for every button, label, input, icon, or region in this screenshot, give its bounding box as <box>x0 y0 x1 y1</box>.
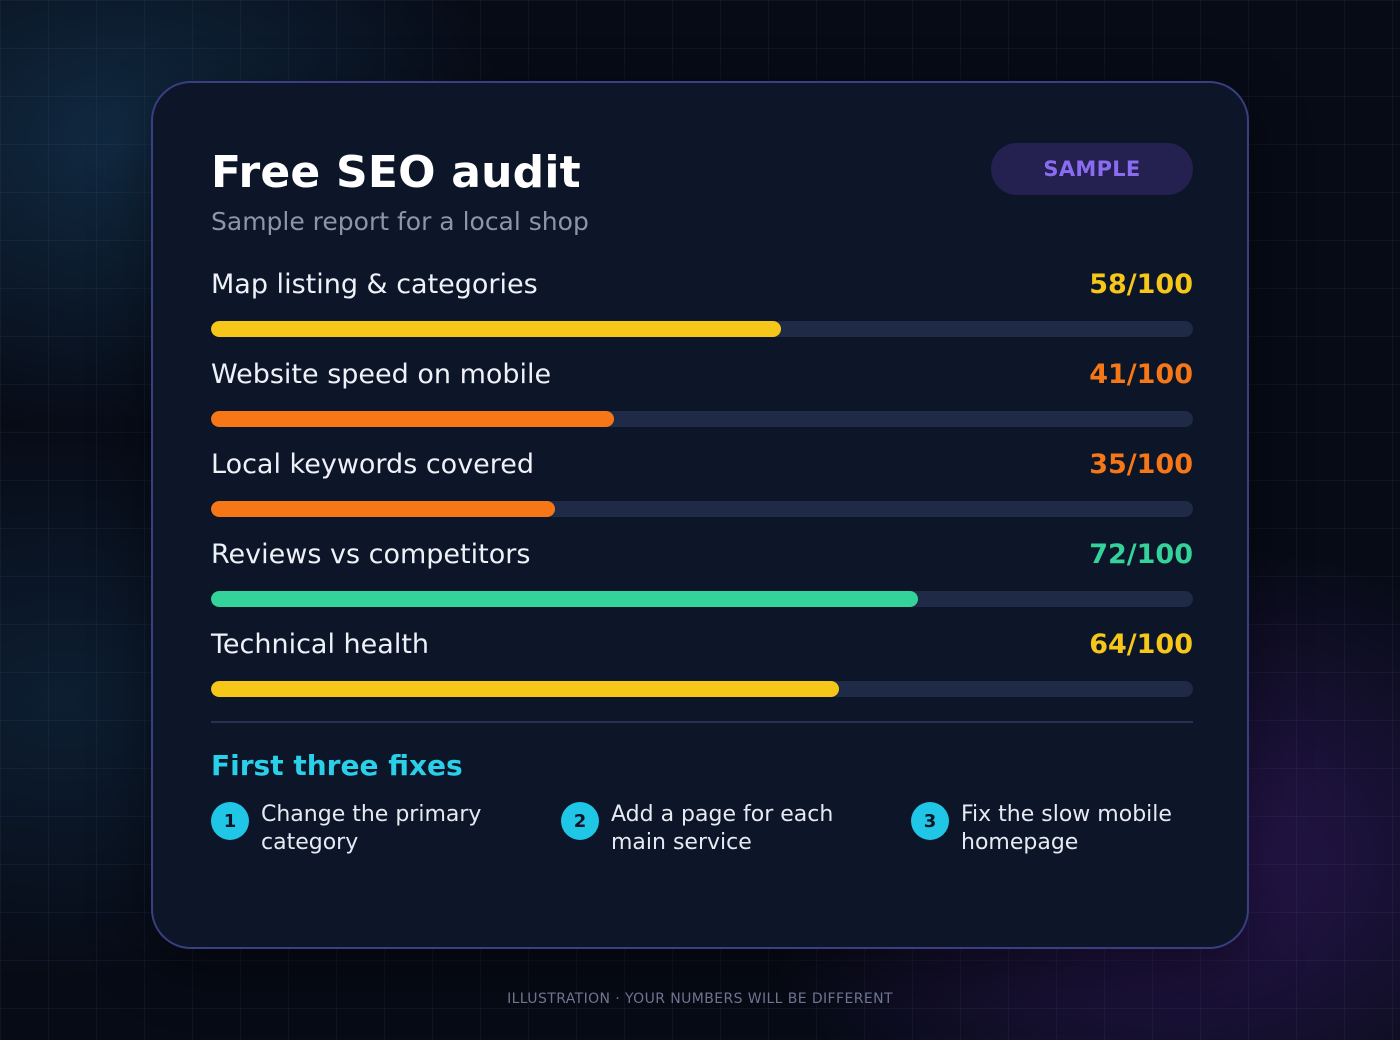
metric-score: 41/100 <box>1089 359 1193 390</box>
metric-label: Reviews vs competitors <box>211 539 531 570</box>
metric-reviews: Reviews vs competitors 72/100 <box>211 539 1193 609</box>
fix-item: 1 Change the primary category <box>211 801 541 871</box>
progress-track <box>211 411 1193 427</box>
fix-item: 2 Add a page for each main service <box>561 801 891 871</box>
fix-text: Change the primary category <box>261 802 482 855</box>
audit-card: Free SEO audit Sample report for a local… <box>151 81 1249 949</box>
progress-fill <box>211 501 555 517</box>
metric-map-listing: Map listing & categories 58/100 <box>211 269 1193 339</box>
metric-technical-health: Technical health 64/100 <box>211 629 1193 699</box>
metric-score: 58/100 <box>1089 269 1193 300</box>
page-title: Free SEO audit <box>211 147 581 198</box>
progress-track <box>211 321 1193 337</box>
fix-text: Fix the slow mobile homepage <box>961 802 1172 855</box>
fix-number-badge: 1 <box>211 802 249 840</box>
progress-track <box>211 591 1193 607</box>
progress-fill <box>211 591 919 607</box>
fix-text: Add a page for each main service <box>611 802 834 855</box>
sample-badge: SAMPLE <box>991 143 1193 195</box>
page-subtitle: Sample report for a local shop <box>211 207 589 236</box>
progress-fill <box>211 321 781 337</box>
progress-track <box>211 681 1193 697</box>
metric-score: 64/100 <box>1089 629 1193 660</box>
fixes-heading: First three fixes <box>211 749 463 782</box>
metric-website-speed: Website speed on mobile 41/100 <box>211 359 1193 429</box>
metric-label: Website speed on mobile <box>211 359 552 390</box>
footer-note: ILLUSTRATION · YOUR NUMBERS WILL BE DIFF… <box>507 991 893 1007</box>
progress-fill <box>211 411 614 427</box>
progress-fill <box>211 681 840 697</box>
metric-score: 72/100 <box>1089 539 1193 570</box>
section-divider <box>211 721 1193 723</box>
progress-track <box>211 501 1193 517</box>
fix-item: 3 Fix the slow mobile homepage <box>911 801 1241 871</box>
metric-label: Map listing & categories <box>211 269 538 300</box>
metric-label: Technical health <box>211 629 430 660</box>
fix-number-badge: 3 <box>911 802 949 840</box>
metric-local-keywords: Local keywords covered 35/100 <box>211 449 1193 519</box>
fix-number-badge: 2 <box>561 802 599 840</box>
metric-label: Local keywords covered <box>211 449 535 480</box>
metric-score: 35/100 <box>1089 449 1193 480</box>
